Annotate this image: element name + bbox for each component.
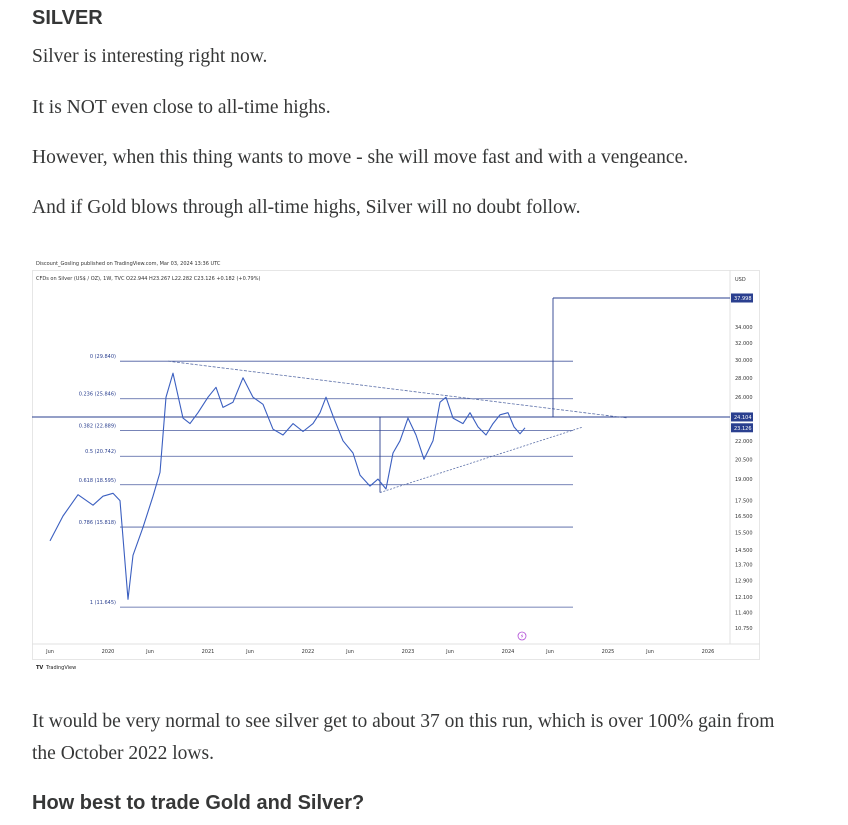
x-tick-label: Jun (645, 649, 654, 655)
fib-level-label: 0.236 (25.846) (79, 392, 116, 398)
x-tick-label: Jun (45, 649, 54, 655)
y-tick-label: 10.750 (735, 626, 753, 632)
section-heading-trade: How best to trade Gold and Silver? (32, 792, 365, 814)
paragraph-5: It would be very normal to see silver ge… (32, 711, 775, 764)
price-tag-box (731, 293, 753, 303)
y-tick-label: 30.000 (735, 358, 753, 364)
fib-level-label: 0 (29.840) (90, 354, 116, 360)
y-tick-label: 15.500 (735, 530, 753, 536)
price-tag-box (731, 412, 753, 422)
price-tags: 37.998 24.104 23.126 (731, 293, 753, 433)
tradingview-wordmark: TradingView (45, 665, 76, 671)
x-tick-label: 2023 (402, 649, 415, 655)
fibonacci-levels: 0 (29.840) 0.236 (25.846) 0.382 (22.889) 0.… (79, 354, 573, 608)
y-tick-label: 22.000 (735, 439, 753, 445)
tradingview-logo: TV TradingView (36, 665, 76, 671)
x-tick-label: 2025 (602, 649, 615, 655)
fib-level-label: 0.786 (15.818) (79, 520, 116, 526)
y-tick-label: 20.500 (735, 457, 753, 463)
chart-frame (32, 270, 760, 660)
descending-trendline (167, 360, 629, 419)
y-tick-label: 13.700 (735, 563, 753, 569)
y-tick-label: 17.500 (735, 499, 753, 505)
x-tick-label: Jun (545, 649, 554, 655)
chart-symbol-line: CFDs on Silver (US$ / OZ), 1W, TVC O22.9… (36, 276, 260, 282)
y-tick-label: 14.500 (735, 548, 753, 554)
chart-canvas: Discount_Gosling published on TradingVie… (32, 256, 760, 680)
x-tick-label: 2026 (702, 649, 715, 655)
y-tick-label: 19.000 (735, 477, 753, 483)
paragraph-3: However, when this thing wants to move -… (32, 147, 689, 168)
paragraph-1: Silver is interesting right now. (32, 46, 268, 67)
paragraph-2: It is NOT even close to all-time highs. (32, 97, 331, 118)
tradingview-logo-icon: TV (36, 665, 43, 671)
y-tick-label: 16.500 (735, 514, 753, 520)
x-tick-label: 2024 (502, 649, 515, 655)
price-tag-box (731, 423, 753, 433)
fib-level-label: 1 (11.645) (90, 600, 116, 606)
paragraph-4: And if Gold blows through all-time highs… (32, 197, 581, 218)
x-tick-label: 2020 (102, 649, 115, 655)
price-tag-label: 37.998 (734, 296, 752, 302)
y-tick-label: 28.000 (735, 376, 753, 382)
price-tag-label: 24.104 (734, 415, 752, 421)
trend-lines (32, 297, 730, 493)
fib-level-label: 0.5 (20.742) (85, 449, 116, 455)
y-tick-label: 12.900 (735, 578, 753, 584)
ascending-trendline (379, 426, 584, 493)
price-series (49, 372, 526, 600)
fib-level-label: 0.382 (22.889) (79, 423, 116, 429)
x-tick-label: Jun (245, 649, 254, 655)
currency-label: USD (735, 277, 746, 283)
chart-publisher-line: Discount_Gosling published on TradingVie… (36, 261, 221, 267)
x-tick-label: Jun (145, 649, 154, 655)
y-tick-label: 26.000 (735, 395, 753, 401)
chart-background (32, 256, 760, 680)
y-tick-label: 34.000 (735, 325, 753, 331)
x-tick-label: Jun (445, 649, 454, 655)
price-tag-label: 23.126 (734, 426, 752, 432)
y-tick-label: 12.100 (735, 595, 753, 601)
x-tick-label: Jun (345, 649, 354, 655)
x-axis-ticks: Jun 2020 Jun 2021 Jun 2022 Jun 2023 Jun 2024 Jun 20… (45, 649, 714, 655)
silver-price-chart: Discount_Gosling published on TradingVie… (32, 256, 760, 680)
fib-level-label: 0.618 (18.595) (79, 478, 116, 484)
silver-price-line (49, 372, 526, 600)
y-axis-ticks: 34.000 32.000 30.000 28.000 26.000 22.000 20.5… (735, 325, 753, 632)
section-heading-silver: SILVER (32, 7, 103, 29)
x-tick-label: 2022 (302, 649, 315, 655)
x-tick-label: 2021 (202, 649, 215, 655)
lightning-icon (517, 631, 527, 641)
y-tick-label: 11.400 (735, 611, 753, 617)
y-tick-label: 32.000 (735, 341, 753, 347)
